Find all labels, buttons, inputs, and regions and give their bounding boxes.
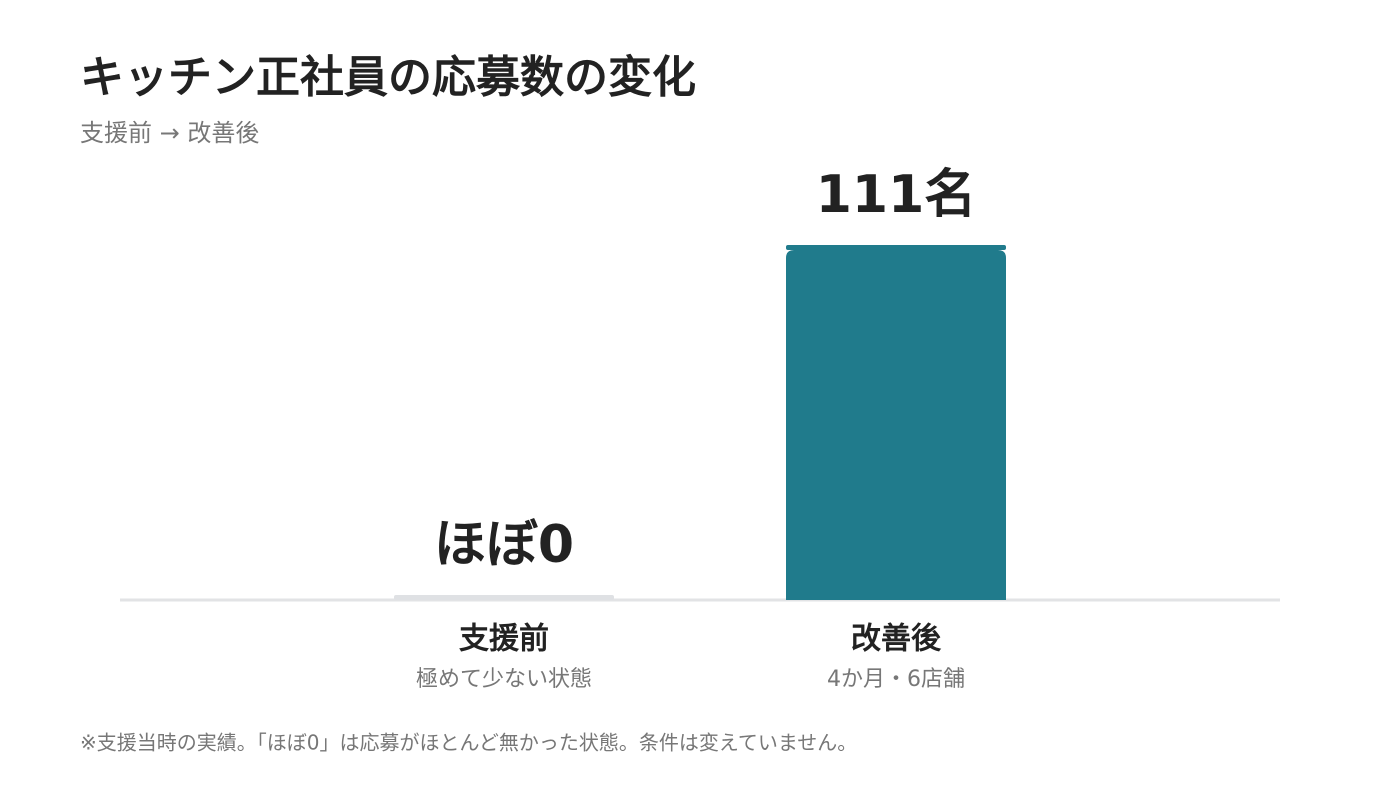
footnote: ※支援当時の実績。「ほぼ0」は応募がほとんど無かった状態。条件は変えていません。 bbox=[80, 731, 857, 755]
x-tick-label: 改善後 bbox=[851, 622, 942, 657]
bar-cap bbox=[786, 245, 1006, 250]
chart-title: キッチン正社員の応募数の変化 bbox=[80, 52, 696, 103]
value-label: ほぼ0 bbox=[434, 515, 574, 575]
bar bbox=[786, 250, 1006, 600]
category-note: 4か月・6店舗 bbox=[827, 667, 965, 692]
bar-cap bbox=[394, 595, 614, 600]
category-note: 極めて少ない状態 bbox=[416, 667, 592, 692]
chart-subtitle: 支援前 → 改善後 bbox=[80, 119, 259, 147]
x-tick-label: 支援前 bbox=[459, 622, 549, 657]
value-label: 111名 bbox=[816, 165, 977, 225]
